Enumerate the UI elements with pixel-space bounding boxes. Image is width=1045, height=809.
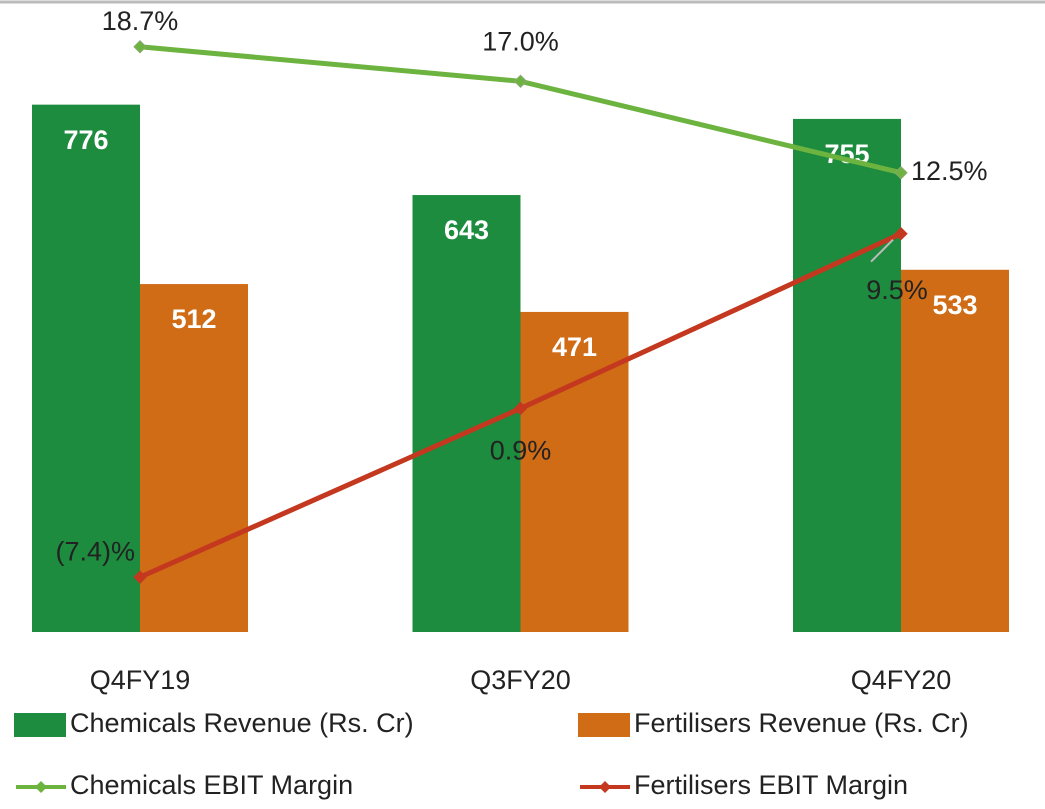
legend-label: Chemicals Revenue (Rs. Cr): [70, 708, 414, 738]
bar: [32, 104, 140, 633]
legend-swatch: [14, 713, 66, 737]
legend-label: Fertilisers EBIT Margin: [634, 770, 908, 800]
marker: [133, 570, 147, 584]
bar-value-label: 776: [63, 125, 108, 155]
line-value-label: 18.7%: [102, 6, 179, 36]
legend-marker: [35, 781, 47, 793]
marker: [513, 401, 528, 416]
bar-value-label: 471: [552, 332, 597, 362]
line-value-label: (7.4)%: [55, 536, 135, 566]
marker: [894, 226, 908, 241]
line-value-label: 12.5%: [911, 156, 988, 186]
bar-value-label: 512: [171, 304, 216, 334]
marker: [894, 166, 908, 180]
bar-value-label: 533: [932, 290, 977, 320]
bar: [901, 269, 1009, 632]
legend-label: Fertilisers Revenue (Rs. Cr): [634, 708, 969, 738]
line-value-label: 17.0%: [482, 26, 559, 56]
bar: [412, 195, 521, 632]
bar-value-label: 643: [444, 215, 489, 245]
bar: [793, 118, 901, 632]
marker: [513, 74, 528, 88]
bar: [140, 284, 248, 632]
x-tick-label: Q4FY20: [851, 665, 952, 695]
x-tick-label: Q3FY20: [470, 665, 571, 695]
legend-label: Chemicals EBIT Margin: [70, 770, 353, 800]
line-value-label: 0.9%: [490, 436, 552, 466]
leader-line: [870, 238, 894, 263]
x-tick-label: Q4FY19: [90, 665, 191, 695]
legend-swatch: [578, 713, 630, 737]
line: [139, 44, 902, 176]
line-value-label: 9.5%: [866, 275, 928, 305]
legend-marker: [599, 781, 611, 793]
marker: [133, 40, 147, 54]
